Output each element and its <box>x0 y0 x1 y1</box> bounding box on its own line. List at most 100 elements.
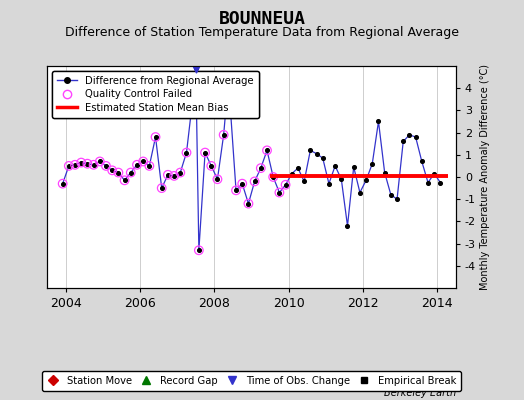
Point <box>387 192 395 198</box>
Point <box>343 223 352 229</box>
Text: Difference of Station Temperature Data from Regional Average: Difference of Station Temperature Data f… <box>65 26 459 39</box>
Point <box>71 162 79 168</box>
Point <box>176 169 184 176</box>
Point <box>223 96 231 102</box>
Text: BOUNNEUA: BOUNNEUA <box>219 10 305 28</box>
Point <box>158 185 166 191</box>
Point <box>319 155 327 161</box>
Point <box>170 173 178 179</box>
Point <box>189 96 197 102</box>
Point <box>244 200 253 207</box>
Point <box>263 147 271 154</box>
Point <box>201 149 209 156</box>
Point <box>281 182 290 188</box>
Point <box>424 179 432 186</box>
Point <box>201 149 209 156</box>
Point <box>192 65 200 72</box>
Point <box>325 180 333 187</box>
Point <box>151 134 160 140</box>
Point <box>244 200 253 207</box>
Point <box>331 163 340 169</box>
Point <box>362 177 370 184</box>
Point <box>139 158 147 165</box>
Point <box>269 174 277 180</box>
Point <box>368 160 376 167</box>
Point <box>145 163 154 169</box>
Point <box>71 162 79 168</box>
Point <box>64 163 73 169</box>
Point <box>411 134 420 140</box>
Point <box>238 180 246 187</box>
Legend: Difference from Regional Average, Quality Control Failed, Estimated Station Mean: Difference from Regional Average, Qualit… <box>52 71 259 118</box>
Point <box>163 172 172 178</box>
Point <box>158 185 166 191</box>
Point <box>102 163 110 169</box>
Point <box>102 163 110 169</box>
Point <box>127 169 135 176</box>
Point <box>288 170 296 177</box>
Point <box>59 180 67 187</box>
Point <box>393 196 401 202</box>
Point <box>269 174 277 180</box>
Point <box>213 176 222 182</box>
Point <box>133 162 141 168</box>
Text: Berkeley Earth: Berkeley Earth <box>384 388 456 398</box>
Point <box>418 158 426 165</box>
Point <box>95 158 104 165</box>
Point <box>226 98 234 105</box>
Point <box>170 173 178 179</box>
Point <box>145 163 154 169</box>
Point <box>182 149 191 156</box>
Point <box>189 96 197 102</box>
Point <box>83 160 92 167</box>
Point <box>77 159 85 166</box>
Point <box>192 65 200 72</box>
Point <box>108 167 116 174</box>
Point <box>250 178 259 185</box>
Point <box>59 180 67 187</box>
Point <box>294 165 302 171</box>
Point <box>64 163 73 169</box>
Point <box>275 189 283 196</box>
Point <box>121 177 129 184</box>
Point <box>399 138 408 145</box>
Legend: Station Move, Record Gap, Time of Obs. Change, Empirical Break: Station Move, Record Gap, Time of Obs. C… <box>42 371 461 391</box>
Point <box>356 189 364 196</box>
Y-axis label: Monthly Temperature Anomaly Difference (°C): Monthly Temperature Anomaly Difference (… <box>480 64 490 290</box>
Point <box>436 179 444 186</box>
Point <box>77 159 85 166</box>
Point <box>312 150 321 157</box>
Point <box>250 178 259 185</box>
Point <box>213 176 222 182</box>
Point <box>220 132 228 138</box>
Point <box>133 162 141 168</box>
Point <box>90 162 98 168</box>
Point <box>182 149 191 156</box>
Point <box>257 165 265 171</box>
Point <box>281 182 290 188</box>
Point <box>139 158 147 165</box>
Point <box>232 187 240 194</box>
Point <box>163 172 172 178</box>
Point <box>207 163 215 169</box>
Point <box>300 178 308 185</box>
Point <box>114 169 123 176</box>
Point <box>430 170 439 177</box>
Point <box>232 187 240 194</box>
Point <box>127 169 135 176</box>
Point <box>90 162 98 168</box>
Point <box>108 167 116 174</box>
Point <box>220 132 228 138</box>
Point <box>275 189 283 196</box>
Point <box>350 164 358 170</box>
Point <box>238 180 246 187</box>
Point <box>337 176 345 182</box>
Point <box>374 118 383 125</box>
Point <box>195 247 203 254</box>
Point <box>151 134 160 140</box>
Point <box>226 98 234 105</box>
Point <box>195 247 203 254</box>
Point <box>95 158 104 165</box>
Point <box>405 132 413 138</box>
Point <box>83 160 92 167</box>
